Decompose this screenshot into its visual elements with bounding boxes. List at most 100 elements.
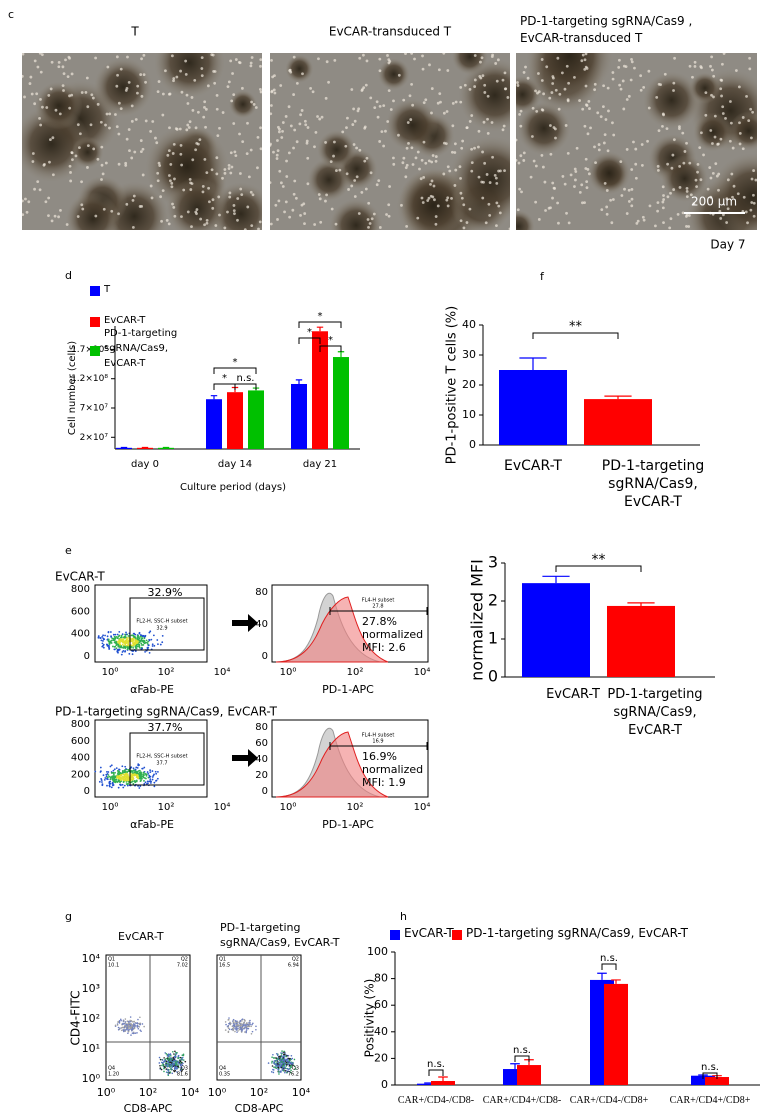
cell — [611, 121, 614, 125]
cell — [149, 130, 153, 133]
cell — [179, 152, 183, 156]
event — [176, 1060, 179, 1063]
event — [224, 1021, 227, 1023]
event — [126, 770, 129, 773]
cell — [30, 92, 34, 96]
cell — [281, 185, 285, 188]
cell — [317, 57, 320, 61]
cell — [407, 141, 410, 145]
colony — [517, 101, 571, 155]
plot-frame — [94, 584, 208, 663]
cell — [346, 116, 349, 120]
event — [100, 639, 103, 642]
cell — [599, 115, 603, 119]
event — [294, 1068, 297, 1070]
cell — [41, 105, 44, 109]
cell — [720, 94, 723, 98]
cell — [520, 190, 523, 194]
cell — [214, 224, 218, 227]
cell — [529, 175, 533, 179]
event — [143, 635, 146, 638]
y-tick-label: 600 — [71, 736, 90, 747]
event — [230, 1028, 233, 1031]
event — [255, 1025, 257, 1028]
event — [151, 643, 154, 646]
cell — [344, 144, 348, 148]
event — [129, 1016, 132, 1018]
cell — [498, 211, 502, 215]
y-tick-label: 1.7×10⁸ — [71, 345, 108, 355]
cell — [543, 180, 547, 184]
cell — [484, 221, 488, 225]
event — [281, 1050, 283, 1052]
cell — [716, 142, 720, 146]
cell — [22, 53, 25, 56]
event — [149, 630, 152, 633]
cell — [376, 115, 380, 119]
cell — [421, 67, 425, 71]
cell — [276, 139, 279, 142]
cell — [694, 178, 698, 182]
y-tick-label: 0 — [84, 786, 90, 797]
event — [180, 1066, 182, 1069]
y-axis-label: Positivity (%) — [363, 979, 377, 1058]
y-tick-label: 40 — [255, 619, 268, 630]
cell — [700, 131, 703, 135]
cell — [256, 135, 260, 139]
plot-title: PD-1-targeting sgRNA/Cas9, EvCAR-T — [220, 921, 340, 949]
cell — [304, 123, 308, 127]
cell — [236, 197, 240, 200]
cell — [270, 104, 273, 107]
histogram-gate — [329, 742, 428, 750]
event — [288, 1059, 291, 1062]
cell — [409, 118, 413, 121]
cell — [288, 215, 292, 219]
cell — [683, 150, 687, 153]
event — [167, 1065, 169, 1067]
cell — [287, 105, 291, 109]
event — [112, 771, 115, 774]
event — [120, 774, 123, 777]
cell — [408, 94, 412, 98]
event — [148, 651, 151, 654]
cell — [338, 168, 342, 172]
event — [167, 1061, 169, 1063]
event — [136, 645, 139, 648]
event — [126, 776, 129, 778]
cell — [185, 128, 189, 132]
histogram-annotation: 16.9% — [362, 750, 397, 763]
cell — [215, 156, 219, 160]
cell — [481, 196, 485, 200]
cell — [627, 200, 631, 203]
event — [163, 1070, 165, 1073]
cell — [434, 159, 438, 163]
cell — [360, 191, 364, 194]
y-tick-label: 0 — [469, 438, 476, 451]
quadrant-name: Q1 — [219, 957, 226, 963]
cell — [580, 59, 584, 63]
cell — [709, 129, 713, 132]
event — [152, 634, 155, 637]
event — [237, 1025, 239, 1027]
cell — [194, 148, 198, 152]
event — [123, 774, 126, 777]
cell — [233, 150, 237, 154]
event — [123, 1023, 126, 1025]
event — [116, 633, 119, 636]
cell — [78, 132, 82, 136]
bar — [691, 1075, 715, 1085]
event — [124, 1030, 126, 1032]
cell — [167, 149, 171, 153]
cell — [661, 112, 665, 116]
cell — [619, 160, 623, 164]
cell — [39, 97, 42, 101]
event — [159, 643, 162, 646]
event — [240, 1022, 242, 1025]
cell — [232, 122, 236, 125]
event — [280, 1071, 282, 1073]
event — [107, 638, 110, 641]
event — [250, 1025, 252, 1028]
cell — [367, 201, 371, 205]
cell — [68, 106, 72, 110]
cell — [86, 105, 90, 109]
